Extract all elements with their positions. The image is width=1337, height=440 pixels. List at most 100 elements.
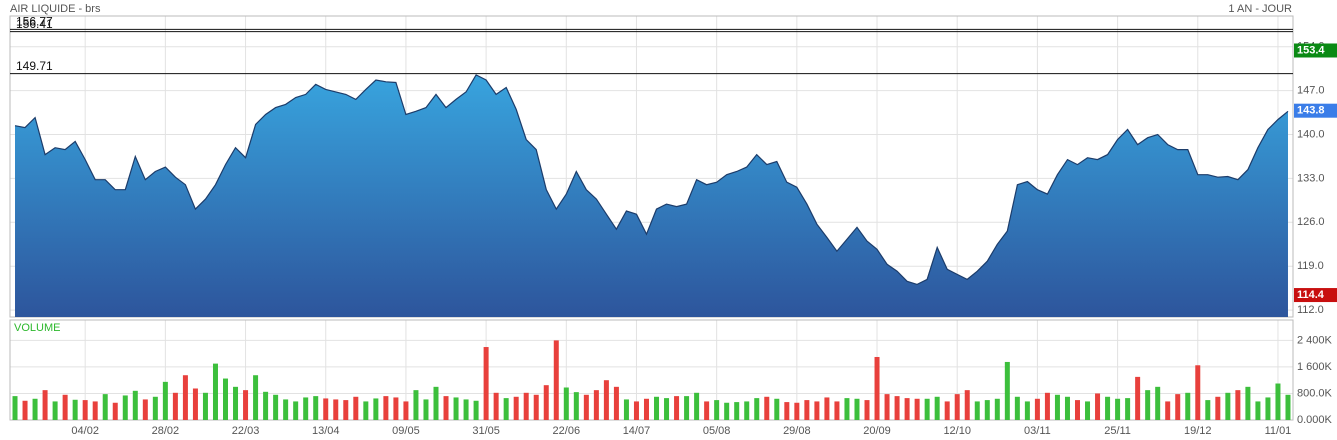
volume-bar [744, 401, 750, 420]
x-tick-label: 11/01 [1265, 425, 1292, 437]
volume-bar [684, 396, 690, 420]
volume-bar [102, 394, 108, 420]
volume-bar [834, 401, 840, 420]
reference-label: 149.71 [16, 59, 53, 73]
price-badge-label: 143.8 [1297, 105, 1325, 117]
price-badge [1294, 288, 1337, 303]
volume-bar [1175, 394, 1181, 420]
volume-bar [72, 399, 78, 420]
x-tick-label: 09/05 [392, 425, 420, 437]
volume-bar [593, 390, 599, 420]
volume-bar [1064, 396, 1070, 420]
volume-bar [353, 396, 359, 420]
x-tick-label: 28/02 [152, 425, 180, 437]
volume-bar [473, 400, 479, 420]
volume-bar [263, 391, 269, 420]
volume-bar [914, 398, 920, 420]
volume-bar [503, 398, 509, 420]
volume-bar [1054, 394, 1060, 420]
volume-bar [613, 386, 619, 420]
volume-bar [654, 396, 660, 420]
volume-bar [132, 390, 138, 420]
volume-bar [623, 399, 629, 420]
x-tick-label: 25/11 [1104, 425, 1131, 437]
period-label: 1 AN - JOUR [1228, 3, 1292, 15]
volume-bar [804, 400, 810, 420]
volume-bar [814, 401, 820, 420]
volume-bar [1155, 386, 1161, 420]
volume-bar [1265, 397, 1271, 420]
volume-bar [824, 397, 830, 420]
volume-bar [202, 392, 208, 420]
volume-bar [754, 398, 760, 420]
x-tick-label: 05/08 [703, 425, 731, 437]
volume-bar [533, 394, 539, 420]
volume-bar [1034, 398, 1040, 420]
volume-bar [603, 380, 609, 420]
volume-bar [934, 396, 940, 420]
x-tick-label: 31/05 [472, 425, 500, 437]
volume-bar [1225, 392, 1231, 420]
price-badge-label: 153.4 [1297, 44, 1325, 56]
volume-title: VOLUME [14, 322, 60, 334]
reference-label: 156.77 [16, 15, 53, 29]
volume-bar [724, 402, 730, 420]
y-tick-label: 119.0 [1297, 260, 1324, 272]
chart-title: AIR LIQUIDE - brs [10, 3, 101, 15]
x-tick-label: 29/08 [783, 425, 811, 437]
volume-bar [884, 394, 890, 420]
volume-bar [994, 398, 1000, 420]
volume-bar [1004, 361, 1010, 420]
volume-bar [874, 356, 880, 420]
volume-bar [1165, 401, 1171, 420]
volume-bar [704, 401, 710, 420]
volume-bar [483, 347, 489, 420]
volume-bar [1024, 401, 1030, 420]
volume-bar [182, 375, 188, 420]
volume-bar [92, 401, 98, 420]
x-tick-label: 12/10 [943, 425, 971, 437]
volume-bar [313, 396, 319, 420]
x-tick-label: 14/07 [623, 425, 651, 437]
volume-bar [423, 399, 429, 420]
volume-bar [403, 401, 409, 420]
price-area [15, 74, 1288, 318]
volume-bar [553, 340, 559, 420]
x-tick-label: 03/11 [1024, 425, 1051, 437]
volume-bar [513, 396, 519, 420]
price-badge [1294, 103, 1337, 118]
volume-bar [1105, 396, 1111, 420]
y-tick-label: 126.0 [1297, 216, 1325, 228]
volume-bar [413, 390, 419, 420]
volume-panel [9, 319, 1294, 421]
x-tick-label: 13/04 [312, 425, 340, 437]
volume-bar [694, 392, 700, 420]
volume-bar [273, 394, 279, 420]
volume-bar [864, 400, 870, 420]
volume-bar [1245, 386, 1251, 420]
volume-bar [674, 396, 680, 420]
volume-bar [774, 398, 780, 420]
x-tick-label: 19/12 [1184, 425, 1212, 437]
volume-bar [22, 400, 28, 420]
y-tick-label: 133.0 [1297, 172, 1325, 184]
volume-bar [12, 396, 18, 420]
volume-bar [633, 401, 639, 420]
volume-bar [32, 398, 38, 420]
y-tick-label: 140.0 [1297, 128, 1325, 140]
volume-bar [363, 401, 369, 420]
volume-bar [964, 390, 970, 420]
volume-bar [82, 400, 88, 420]
x-tick-label: 20/09 [863, 425, 891, 437]
y-tick-label: 800.0K [1297, 387, 1333, 399]
volume-bar [643, 398, 649, 420]
volume-bar [52, 401, 58, 420]
volume-bar [172, 392, 178, 420]
y-tick-label: 112.0 [1297, 304, 1324, 316]
volume-bar [984, 400, 990, 420]
volume-bar [433, 386, 439, 420]
volume-bar [1205, 400, 1211, 420]
volume-bar [854, 398, 860, 420]
volume-bar [293, 401, 299, 420]
